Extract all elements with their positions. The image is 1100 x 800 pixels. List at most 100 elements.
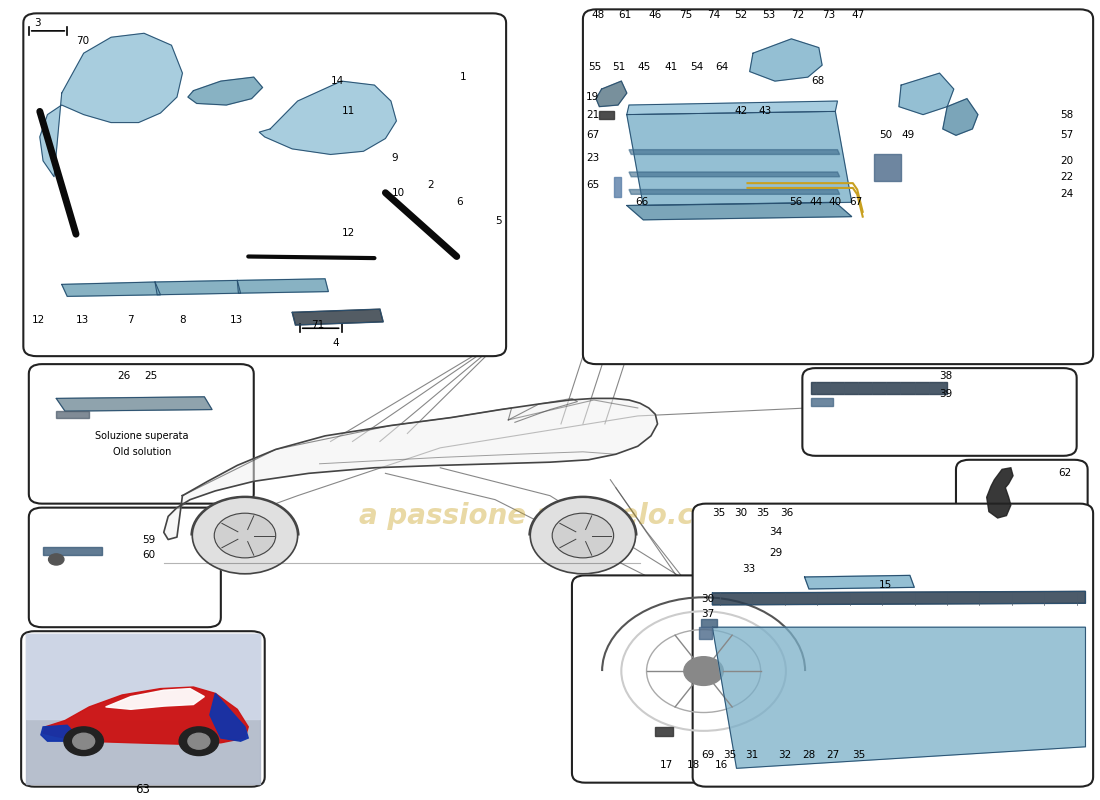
Polygon shape — [656, 727, 673, 737]
Text: Old solution: Old solution — [112, 447, 170, 457]
Text: 18: 18 — [688, 760, 701, 770]
Text: 7: 7 — [128, 315, 134, 326]
Text: 50: 50 — [879, 130, 892, 140]
Text: 11: 11 — [341, 106, 355, 117]
Text: 52: 52 — [735, 10, 748, 20]
Circle shape — [684, 657, 724, 686]
Polygon shape — [596, 81, 627, 106]
Text: 15: 15 — [879, 580, 892, 590]
Polygon shape — [40, 34, 183, 177]
Circle shape — [552, 514, 614, 558]
Text: 66: 66 — [636, 198, 649, 207]
Text: 67: 67 — [849, 198, 862, 207]
Polygon shape — [811, 398, 833, 406]
Circle shape — [192, 498, 298, 574]
Polygon shape — [238, 279, 329, 293]
Polygon shape — [43, 687, 249, 744]
Text: 43: 43 — [759, 106, 772, 117]
Text: 20: 20 — [1060, 156, 1074, 166]
Text: 67: 67 — [586, 130, 600, 140]
Polygon shape — [700, 627, 713, 639]
Text: 19: 19 — [586, 92, 600, 102]
Text: 37: 37 — [702, 609, 715, 618]
Text: 74: 74 — [707, 10, 721, 20]
Polygon shape — [43, 546, 102, 554]
FancyBboxPatch shape — [802, 368, 1077, 456]
Text: 49: 49 — [901, 130, 914, 140]
Text: 12: 12 — [341, 227, 355, 238]
Text: 75: 75 — [680, 10, 693, 20]
Text: 28: 28 — [802, 750, 815, 760]
Text: 32: 32 — [778, 750, 792, 760]
Text: 60: 60 — [142, 550, 155, 561]
Text: 68: 68 — [811, 76, 824, 86]
Text: 58: 58 — [1060, 110, 1074, 119]
Polygon shape — [713, 591, 1086, 605]
FancyBboxPatch shape — [29, 508, 221, 627]
Polygon shape — [25, 634, 261, 719]
Circle shape — [179, 727, 219, 755]
Text: 9: 9 — [390, 154, 397, 163]
Text: 27: 27 — [826, 750, 839, 760]
Polygon shape — [627, 111, 851, 206]
Text: 2: 2 — [427, 180, 433, 190]
Circle shape — [48, 554, 64, 565]
Polygon shape — [600, 111, 614, 119]
Text: 46: 46 — [649, 10, 662, 20]
Text: 70: 70 — [76, 36, 89, 46]
FancyBboxPatch shape — [23, 14, 506, 356]
Text: 53: 53 — [762, 10, 776, 20]
Polygon shape — [25, 634, 261, 784]
Text: 8: 8 — [179, 315, 186, 326]
Text: a passione allincelo.com: a passione allincelo.com — [359, 502, 741, 530]
Polygon shape — [210, 694, 249, 742]
Text: 3: 3 — [34, 18, 41, 28]
Text: 17: 17 — [660, 760, 673, 770]
FancyBboxPatch shape — [29, 364, 254, 504]
Text: 45: 45 — [638, 62, 651, 72]
FancyBboxPatch shape — [572, 575, 835, 782]
Circle shape — [530, 498, 636, 574]
Circle shape — [73, 734, 95, 749]
FancyBboxPatch shape — [21, 631, 265, 786]
Text: 44: 44 — [808, 198, 822, 207]
Text: 30: 30 — [702, 594, 715, 604]
Text: 59: 59 — [142, 534, 155, 545]
FancyBboxPatch shape — [583, 10, 1093, 364]
FancyBboxPatch shape — [693, 504, 1093, 786]
Text: 35: 35 — [724, 750, 737, 760]
Text: 65: 65 — [586, 180, 600, 190]
Text: 25: 25 — [144, 371, 157, 381]
Text: 38: 38 — [939, 371, 953, 381]
Text: 33: 33 — [742, 564, 756, 574]
Text: 41: 41 — [664, 62, 678, 72]
Polygon shape — [713, 627, 1086, 768]
Text: 31: 31 — [746, 750, 759, 760]
Polygon shape — [188, 77, 263, 105]
Polygon shape — [804, 575, 914, 589]
Text: 21: 21 — [586, 110, 600, 119]
Polygon shape — [260, 81, 396, 154]
Text: 73: 73 — [822, 10, 835, 20]
Text: 24: 24 — [1060, 190, 1074, 199]
Text: 36: 36 — [780, 508, 794, 518]
Polygon shape — [629, 190, 839, 194]
Polygon shape — [164, 398, 658, 539]
Polygon shape — [629, 172, 839, 177]
Text: 55: 55 — [588, 62, 602, 72]
FancyBboxPatch shape — [956, 460, 1088, 559]
Polygon shape — [873, 154, 901, 181]
Text: 1: 1 — [460, 72, 466, 82]
Polygon shape — [293, 309, 383, 325]
Text: 35: 35 — [757, 508, 770, 518]
Polygon shape — [811, 382, 947, 394]
Polygon shape — [56, 411, 89, 418]
Text: 51: 51 — [613, 62, 626, 72]
Text: 13: 13 — [230, 315, 243, 326]
Polygon shape — [943, 98, 978, 135]
Text: 64: 64 — [716, 62, 729, 72]
Polygon shape — [155, 281, 241, 294]
Text: 34: 34 — [769, 526, 783, 537]
Polygon shape — [627, 101, 837, 114]
Polygon shape — [41, 726, 76, 742]
